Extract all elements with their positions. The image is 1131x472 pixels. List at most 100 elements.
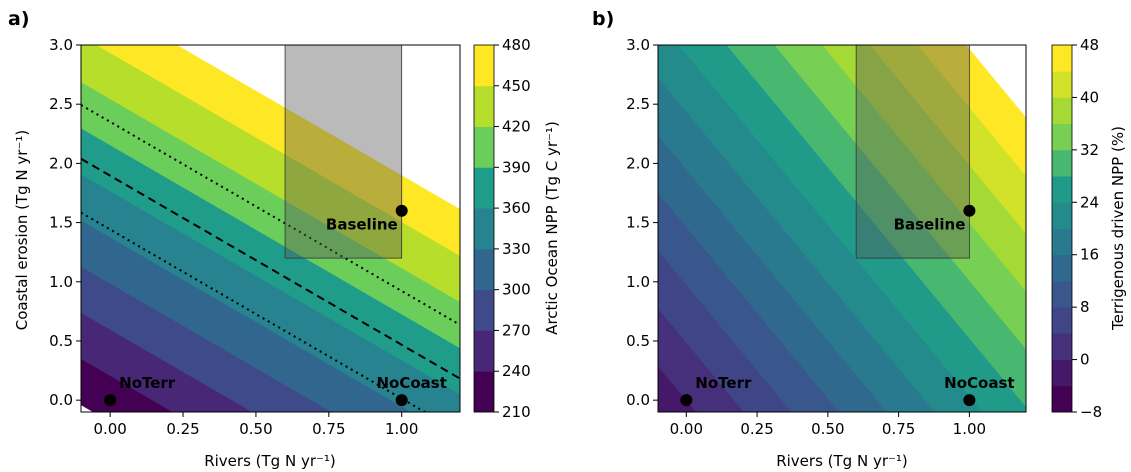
- point-label: NoTerr: [119, 374, 176, 392]
- point-label: Baseline: [894, 216, 966, 234]
- panel-b-scenario-points: NoTerr NoCoast Baseline: [680, 204, 1015, 407]
- colorbar-segment: [1052, 45, 1072, 72]
- panel-a-contour-fills: [81, 45, 460, 412]
- y-tick-label: 2.0: [626, 154, 650, 172]
- panel-a-colorbar: 210 240 270 300 330 360 390 420 450 480: [473, 36, 531, 421]
- x-tick-label: 0.25: [740, 420, 773, 438]
- y-tick-label: 1.5: [49, 214, 73, 232]
- x-tick-label: 1.00: [385, 420, 418, 438]
- panel-a: a) 0.00 0.25 0.50 0.75 1.00 0.0 0.5 1.0 1.5 2.0 2…: [8, 8, 561, 470]
- colorbar-segment: [1052, 254, 1072, 282]
- colorbar-tick-label: 48: [1080, 36, 1099, 54]
- x-tick-label: 0.00: [670, 420, 703, 438]
- dotted-reference-line: [81, 104, 460, 326]
- panel-a-scenario-points: NoTerr NoCoast Baseline: [104, 204, 447, 407]
- colorbar-tick-label: 300: [502, 281, 531, 299]
- colorbar-tick-label: 330: [502, 240, 531, 258]
- x-tick-label: 0.00: [93, 420, 126, 438]
- point-marker: [395, 204, 408, 217]
- contour-band: [869, 45, 1026, 234]
- panel-a-x-axis-label: Rivers (Tg N yr⁻¹): [204, 452, 336, 470]
- panel-a-reference-lines: [81, 104, 460, 412]
- x-tick-label: 0.75: [312, 420, 345, 438]
- panel-b-x-axis-label: Rivers (Tg N yr⁻¹): [776, 452, 908, 470]
- x-tick-label: 1.00: [953, 420, 986, 438]
- panel-a-label: a): [8, 8, 30, 30]
- colorbar-segment: [474, 126, 494, 168]
- contour-band: [81, 127, 460, 395]
- panel-a-y-axis-label: Coastal erosion (Tg N yr⁻¹): [13, 130, 31, 330]
- y-tick-label: 1.5: [626, 214, 650, 232]
- point-marker: [680, 394, 693, 407]
- panel-a-colorbar-label: Arctic Ocean NPP (Tg C yr⁻¹): [543, 121, 561, 335]
- colorbar-segment: [1052, 97, 1072, 125]
- y-tick-label: 0.0: [626, 391, 650, 409]
- colorbar-segment: [474, 371, 494, 413]
- colorbar-tick-label: 0: [1080, 351, 1090, 369]
- colorbar-segment: [474, 167, 494, 209]
- panel-b-plot-frame: [657, 44, 1027, 413]
- colorbar-tick-label: 210: [502, 403, 531, 421]
- dashed-reference-line: [81, 157, 460, 380]
- colorbar-segment: [1052, 228, 1072, 256]
- contour-band: [774, 45, 1026, 350]
- point-marker: [395, 394, 408, 407]
- colorbar-segment: [1052, 202, 1072, 229]
- colorbar-segment: [474, 208, 494, 250]
- colorbar-segment: [1052, 385, 1072, 413]
- colorbar-tick-label: 360: [502, 199, 531, 217]
- colorbar-segment: [474, 85, 494, 127]
- contour-band: [822, 45, 1026, 292]
- contour-band: [917, 45, 1026, 176]
- point-marker: [104, 394, 117, 407]
- contour-band: [81, 45, 460, 303]
- y-tick-label: 0.5: [626, 332, 650, 350]
- dotted-reference-line: [81, 211, 427, 412]
- point-marker: [963, 204, 976, 217]
- y-tick-label: 3.0: [626, 36, 650, 54]
- colorbar-tick-label: 40: [1080, 88, 1099, 106]
- colorbar-frame: [473, 44, 495, 413]
- panel-a-plot-frame: [80, 44, 461, 413]
- colorbar-segment: [1052, 123, 1072, 151]
- panel-b-contour-fills: [658, 45, 1026, 412]
- colorbar-tick-label: 480: [502, 36, 531, 54]
- y-tick-label: 2.5: [49, 95, 73, 113]
- colorbar-segment: [1052, 359, 1072, 387]
- colorbar-segment: [1052, 307, 1072, 334]
- y-tick-label: 3.0: [49, 36, 73, 54]
- colorbar-segment: [1052, 333, 1072, 360]
- panel-b: b) 0.00 0.25 0.50 0.75 1.00 0.0 0.5 1.0 1.5 2.0 2…: [592, 8, 1127, 470]
- x-tick-label: 0.25: [166, 420, 199, 438]
- point-marker: [963, 394, 976, 407]
- panel-b-y-ticks: 0.0 0.5 1.0 1.5 2.0 2.5 3.0: [626, 36, 658, 409]
- colorbar-segment: [474, 330, 494, 372]
- y-tick-label: 2.5: [626, 95, 650, 113]
- y-tick-label: 0.5: [49, 332, 73, 350]
- contour-band: [96, 45, 460, 256]
- colorbar-segment: [1052, 280, 1072, 308]
- point-label: NoTerr: [695, 374, 752, 392]
- colorbar-segment: [474, 289, 494, 331]
- colorbar-tick-label: 32: [1080, 141, 1099, 159]
- colorbar-segment: [474, 248, 494, 291]
- contour-band: [81, 81, 460, 349]
- y-tick-label: 1.0: [49, 273, 73, 291]
- colorbar-tick-label: 450: [502, 77, 531, 95]
- y-tick-label: 2.0: [49, 154, 73, 172]
- panel-b-x-ticks: 0.00 0.25 0.50 0.75 1.00: [670, 412, 986, 438]
- x-tick-label: 0.75: [882, 420, 915, 438]
- colorbar-tick-label: 270: [502, 321, 531, 339]
- x-tick-label: 0.50: [811, 420, 844, 438]
- panel-b-baseline-range-box: [855, 44, 970, 259]
- contour-band: [726, 45, 1026, 407]
- point-label: Baseline: [326, 216, 398, 234]
- colorbar-tick-label: 16: [1080, 246, 1099, 264]
- colorbar-segment: [1052, 149, 1072, 177]
- colorbar-tick-label: 8: [1080, 298, 1090, 316]
- colorbar-tick-label: 390: [502, 158, 531, 176]
- panel-b-label: b): [592, 8, 614, 30]
- panel-b-colorbar: −8 0 8 16 24 32 40 48: [1051, 36, 1102, 421]
- panel-b-colorbar-label: Terrigenous driven NPP (%): [1109, 126, 1127, 331]
- colorbar-tick-label: 240: [502, 362, 531, 380]
